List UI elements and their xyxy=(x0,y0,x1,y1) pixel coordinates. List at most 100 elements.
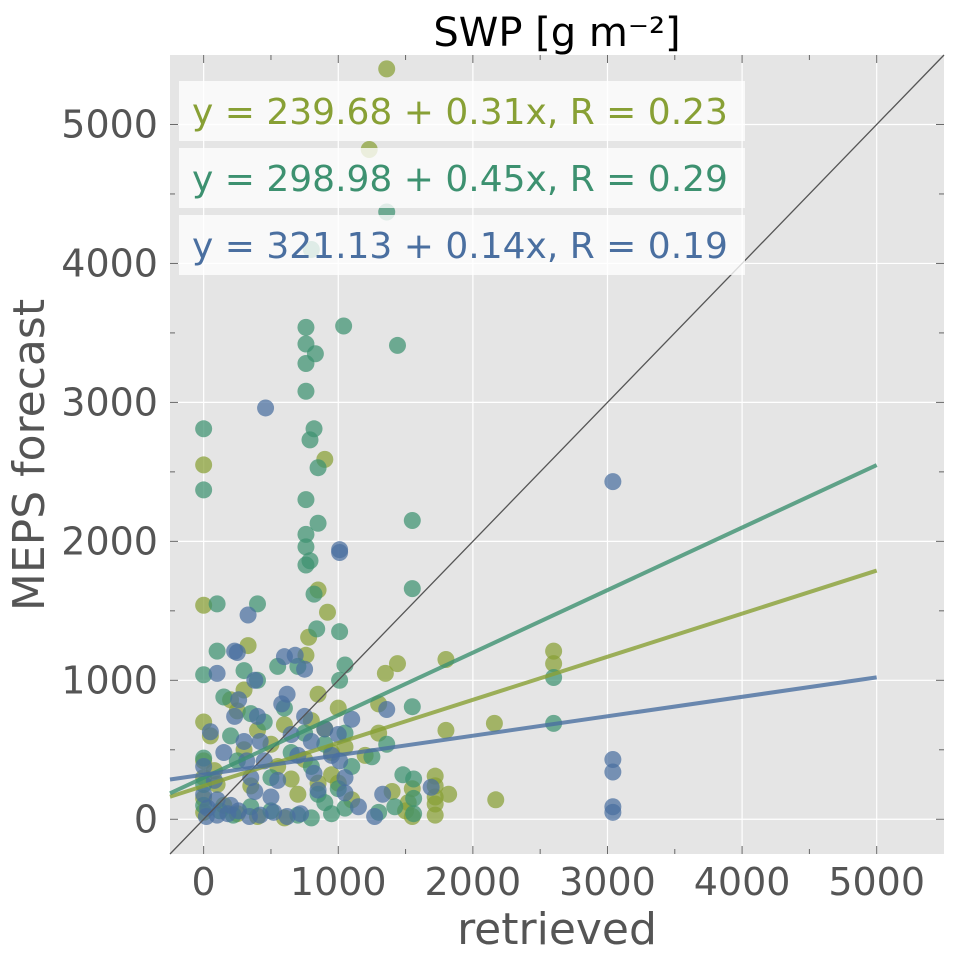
equation-box xyxy=(179,81,745,141)
data-point xyxy=(386,798,404,816)
data-point xyxy=(201,723,219,741)
data-point xyxy=(378,60,396,78)
chart-title: SWP [g m⁻²] xyxy=(433,10,680,56)
data-point xyxy=(309,685,327,703)
data-point xyxy=(349,798,367,816)
data-point xyxy=(208,791,226,809)
equation-box xyxy=(179,148,745,208)
x-tick-labels: 0 1000 2000 3000 4000 5000 xyxy=(192,860,925,904)
data-point xyxy=(296,707,314,725)
data-point xyxy=(388,336,406,354)
data-point xyxy=(604,803,622,821)
data-point xyxy=(215,688,233,706)
data-point xyxy=(308,620,326,638)
one-to-one-line xyxy=(169,54,945,855)
data-point xyxy=(405,805,423,823)
y-tick-label: 1000 xyxy=(61,658,158,702)
data-point xyxy=(297,318,315,336)
data-point xyxy=(485,714,503,732)
data-point xyxy=(208,595,226,613)
y-tick-labels: 0 1000 2000 3000 4000 5000 xyxy=(61,102,158,841)
data-point xyxy=(487,791,505,809)
data-point xyxy=(208,664,226,682)
data-point xyxy=(297,354,315,372)
x-tick-label: 4000 xyxy=(694,860,791,904)
data-point xyxy=(195,785,213,803)
data-point xyxy=(195,456,213,474)
data-point xyxy=(545,655,563,673)
data-point xyxy=(331,671,349,689)
data-point xyxy=(405,789,423,807)
equation-text: y = 298.98 + 0.45x, R = 0.29 xyxy=(192,159,728,200)
data-point xyxy=(297,525,315,543)
data-point xyxy=(422,778,440,796)
data-point xyxy=(305,585,323,603)
data-point xyxy=(374,785,392,803)
data-point xyxy=(292,805,310,823)
data-point xyxy=(248,595,266,613)
y-tick-label: 0 xyxy=(134,797,158,841)
data-point xyxy=(297,491,315,509)
data-point xyxy=(545,642,563,660)
data-point xyxy=(403,580,421,598)
data-point xyxy=(297,382,315,400)
data-point xyxy=(257,399,275,417)
data-point xyxy=(305,764,323,782)
data-point xyxy=(251,806,269,824)
data-point xyxy=(604,473,622,491)
data-point xyxy=(286,646,304,664)
regression-equations: y = 239.68 + 0.31x, R = 0.23 y = 298.98 +… xyxy=(179,81,745,275)
data-point xyxy=(222,727,240,745)
data-point xyxy=(215,744,233,762)
y-tick-label: 3000 xyxy=(61,380,158,424)
data-point xyxy=(302,732,320,750)
reference-and-fit-lines xyxy=(169,54,945,855)
data-point xyxy=(329,725,347,743)
x-tick-label: 1000 xyxy=(290,860,387,904)
data-point xyxy=(336,656,354,674)
data-point xyxy=(239,606,257,624)
data-point xyxy=(366,807,384,825)
regression-line xyxy=(169,463,878,796)
data-point xyxy=(437,721,455,739)
data-point xyxy=(318,603,336,621)
data-point xyxy=(282,770,300,788)
x-tick-label: 2000 xyxy=(425,860,522,904)
data-point xyxy=(278,807,296,825)
data-point xyxy=(309,459,327,477)
data-point xyxy=(195,596,213,614)
data-point xyxy=(376,664,394,682)
data-point xyxy=(309,514,327,532)
equation-box xyxy=(179,215,745,275)
data-point xyxy=(440,785,458,803)
y-tick-label: 2000 xyxy=(61,519,158,563)
data-point xyxy=(331,543,349,561)
data-point xyxy=(604,763,622,781)
data-point xyxy=(265,803,283,821)
data-point xyxy=(604,751,622,769)
data-point xyxy=(305,420,323,438)
data-point xyxy=(394,766,412,784)
data-point xyxy=(195,481,213,499)
data-point xyxy=(248,707,266,725)
data-point xyxy=(195,757,213,775)
x-tick-label: 5000 xyxy=(828,860,925,904)
data-point xyxy=(296,660,314,678)
data-point xyxy=(336,784,354,802)
data-point xyxy=(301,552,319,570)
data-point xyxy=(246,782,264,800)
data-point xyxy=(226,707,244,725)
y-tick-label: 5000 xyxy=(61,102,158,146)
y-axis-label: MEPS forecast xyxy=(4,299,55,611)
data-point xyxy=(378,700,396,718)
data-point xyxy=(235,732,253,750)
data-point xyxy=(230,691,248,709)
axis-ticks xyxy=(170,55,944,854)
data-point xyxy=(336,799,354,817)
x-tick-label: 3000 xyxy=(559,860,656,904)
data-point xyxy=(426,806,444,824)
data-point xyxy=(195,666,213,684)
equation-text: y = 321.13 + 0.14x, R = 0.19 xyxy=(192,226,728,267)
data-point xyxy=(235,662,253,680)
